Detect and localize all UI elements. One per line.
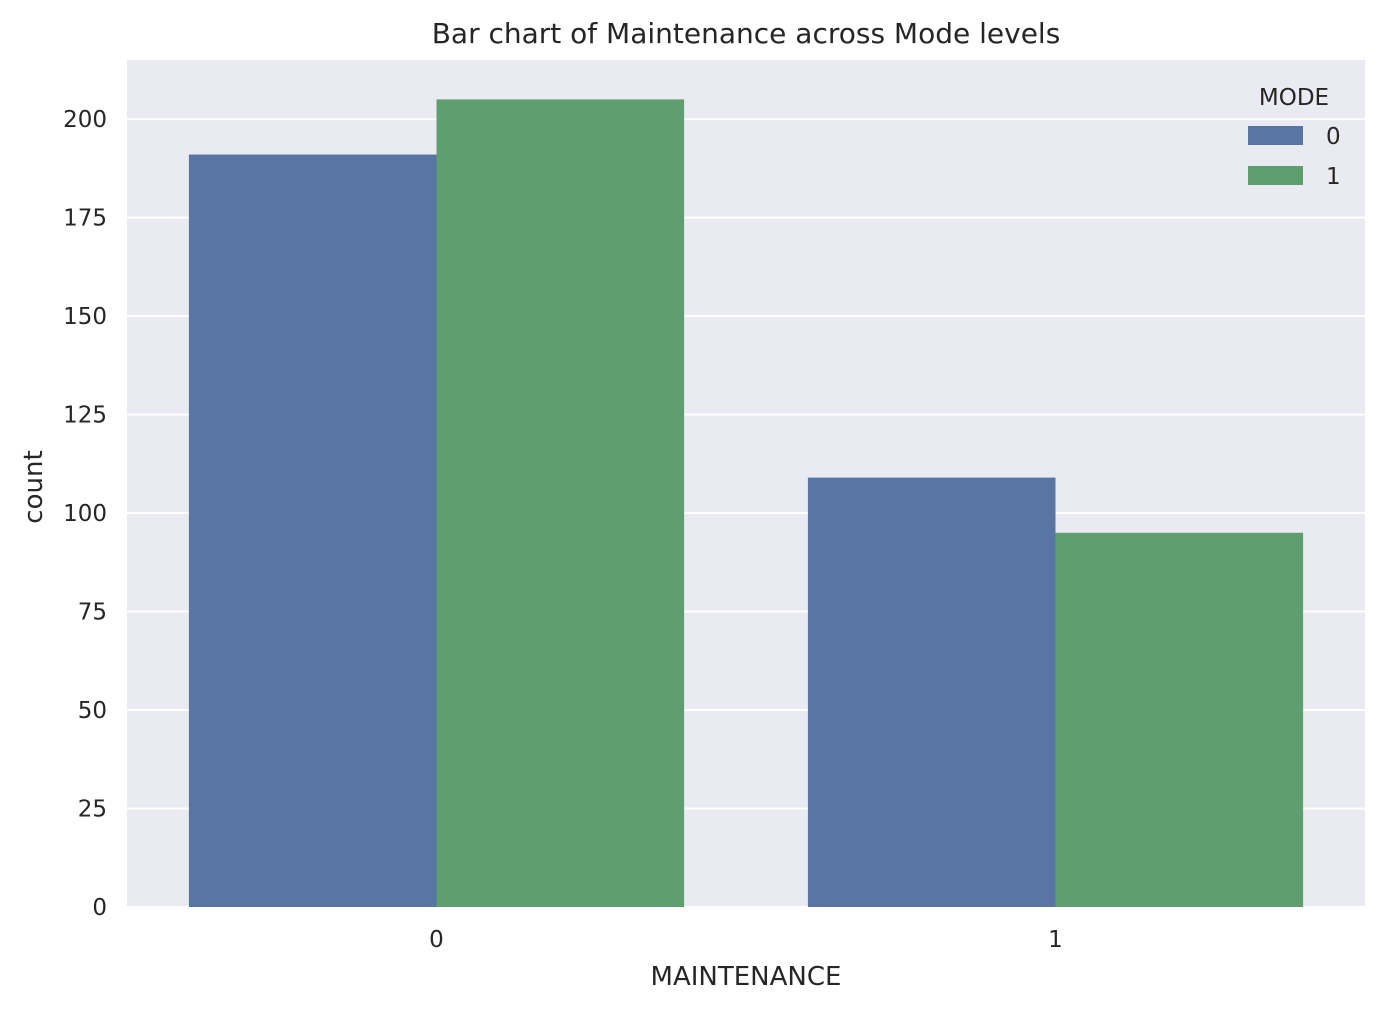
y-tick-label: 150 <box>63 304 107 330</box>
bar-maintenance-1-mode-0 <box>807 477 1056 907</box>
bar-maintenance-0-mode-0 <box>188 154 437 908</box>
y-axis-title: count <box>19 450 49 523</box>
y-tick-label: 75 <box>78 600 107 626</box>
legend-label: 0 <box>1326 124 1341 150</box>
x-tick-label: 1 <box>1048 927 1063 953</box>
y-axis-ticks: 0 25 50 75 100 125 150 175 200 <box>63 107 107 921</box>
bar-maintenance-0-mode-1 <box>436 99 685 908</box>
y-tick-label: 50 <box>78 698 107 724</box>
legend-title: MODE <box>1259 85 1329 111</box>
bar-maintenance-1-mode-1 <box>1055 532 1304 907</box>
y-tick-label: 125 <box>63 403 107 429</box>
y-tick-label: 175 <box>63 206 107 232</box>
y-tick-label: 200 <box>63 107 107 133</box>
legend: MODE 0 1 <box>1248 85 1341 190</box>
legend-swatch <box>1248 126 1303 145</box>
bars-group <box>188 99 1304 908</box>
chart-title: Bar chart of Maintenance across Mode lev… <box>432 17 1061 50</box>
y-tick-label: 25 <box>78 797 107 823</box>
legend-swatch <box>1248 166 1303 185</box>
legend-label: 1 <box>1326 164 1341 190</box>
y-tick-label: 100 <box>63 501 107 527</box>
x-axis-title: MAINTENANCE <box>651 962 842 992</box>
x-tick-label: 0 <box>429 927 444 953</box>
y-tick-label: 0 <box>92 895 107 921</box>
